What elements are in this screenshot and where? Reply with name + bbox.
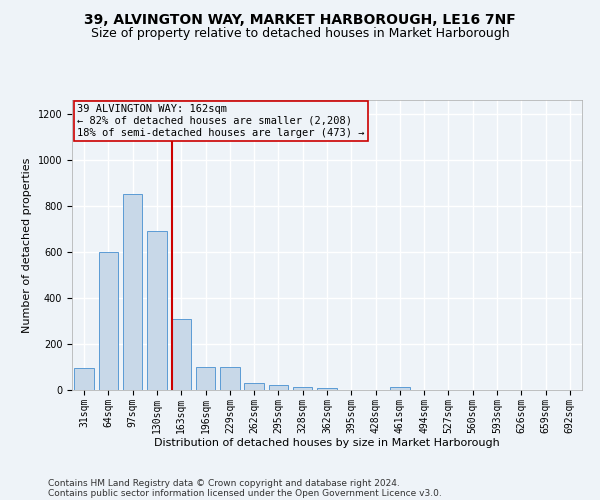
Bar (244, 383, 264, 390)
Bar (99, 252, 118, 390)
Bar (196, 367, 215, 390)
Bar (293, 386, 313, 390)
Text: 39, ALVINGTON WAY, MARKET HARBOROUGH, LE16 7NF: 39, ALVINGTON WAY, MARKET HARBOROUGH, LE… (84, 12, 516, 26)
Bar (123, 194, 142, 390)
Bar (269, 386, 288, 390)
Bar (390, 386, 410, 390)
X-axis label: Distribution of detached houses by size in Market Harborough: Distribution of detached houses by size … (154, 438, 500, 448)
Bar (172, 318, 191, 390)
Bar (74, 368, 94, 390)
Text: 39 ALVINGTON WAY: 162sqm
← 82% of detached houses are smaller (2,208)
18% of sem: 39 ALVINGTON WAY: 162sqm ← 82% of detach… (77, 104, 365, 138)
Bar (220, 367, 239, 390)
Text: Contains public sector information licensed under the Open Government Licence v3: Contains public sector information licen… (48, 488, 442, 498)
Bar (317, 388, 337, 390)
Text: Contains HM Land Registry data © Crown copyright and database right 2024.: Contains HM Land Registry data © Crown c… (48, 478, 400, 488)
Bar (147, 231, 167, 390)
Text: Size of property relative to detached houses in Market Harborough: Size of property relative to detached ho… (91, 28, 509, 40)
Y-axis label: Number of detached properties: Number of detached properties (22, 158, 32, 332)
